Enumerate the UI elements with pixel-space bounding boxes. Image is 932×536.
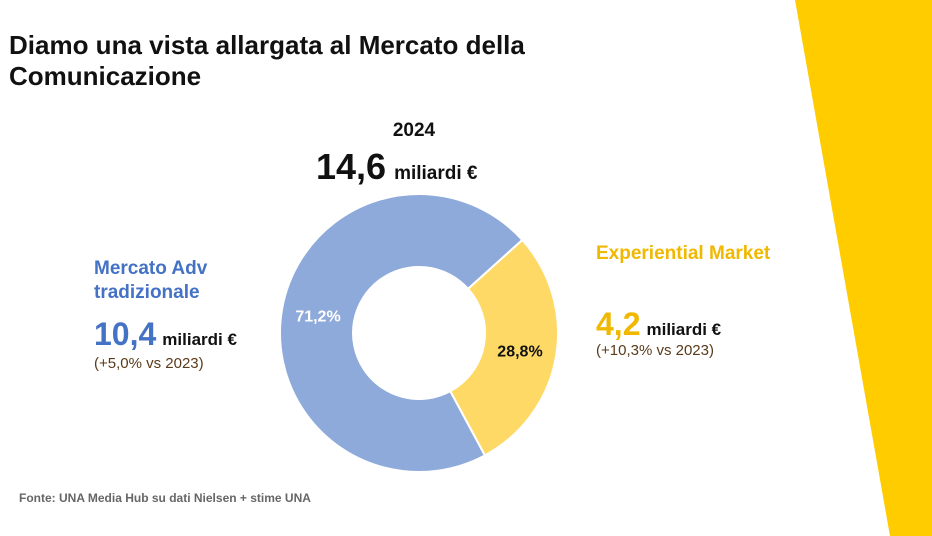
experiential-market-growth: (+10,3% vs 2023) — [596, 342, 714, 359]
slice-label-traditional: 71,2% — [295, 308, 340, 325]
experiential-market-value-row: 4,2 miliardi € — [596, 306, 721, 343]
source-note: Fonte: UNA Media Hub su dati Nielsen + s… — [19, 491, 311, 505]
traditional-market-unit: miliardi € — [162, 330, 237, 349]
chart-year: 2024 — [392, 120, 436, 141]
total-unit: miliardi € — [394, 163, 478, 184]
slice-label-experiential: 28,8% — [497, 344, 542, 361]
experiential-market-value: 4,2 — [596, 306, 641, 342]
experiential-market-label: Experiential Market — [596, 243, 771, 264]
slice-experiential — [448, 238, 559, 457]
traditional-market-growth: (+5,0% vs 2023) — [94, 355, 204, 372]
experiential-market-unit: miliardi € — [646, 320, 722, 339]
total-market: 14,6 miliardi € — [316, 146, 478, 188]
page-title: Diamo una vista allargata al Mercato del… — [9, 30, 525, 91]
traditional-market-label: Mercato Adv tradizionale — [94, 258, 208, 303]
traditional-market-value-row: 10,4 miliardi € — [94, 316, 237, 353]
slice-traditional — [279, 193, 524, 473]
traditional-market-value: 10,4 — [94, 316, 157, 352]
total-value: 14,6 — [316, 146, 387, 187]
